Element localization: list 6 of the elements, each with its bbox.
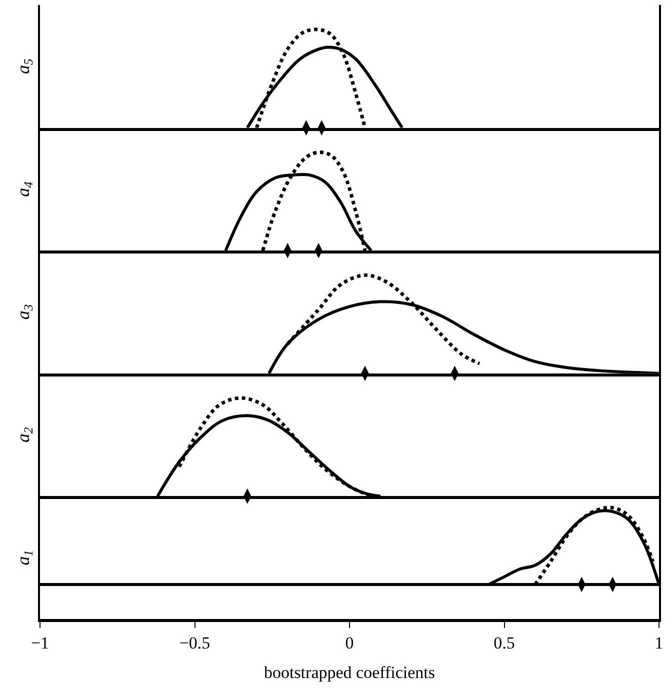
x-tick-label: 0.5: [494, 633, 515, 652]
x-tick-label: −0.5: [179, 633, 210, 652]
x-tick-label: −1: [30, 633, 50, 652]
x-axis-title: bootstrapped coefficients: [264, 662, 436, 682]
x-tick-label: 1: [654, 633, 664, 652]
x-tick-label: 0: [345, 633, 354, 652]
